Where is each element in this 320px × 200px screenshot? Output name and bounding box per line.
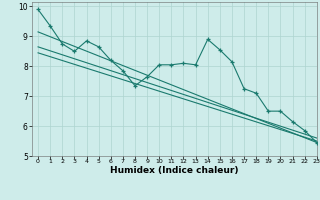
X-axis label: Humidex (Indice chaleur): Humidex (Indice chaleur): [110, 166, 239, 175]
